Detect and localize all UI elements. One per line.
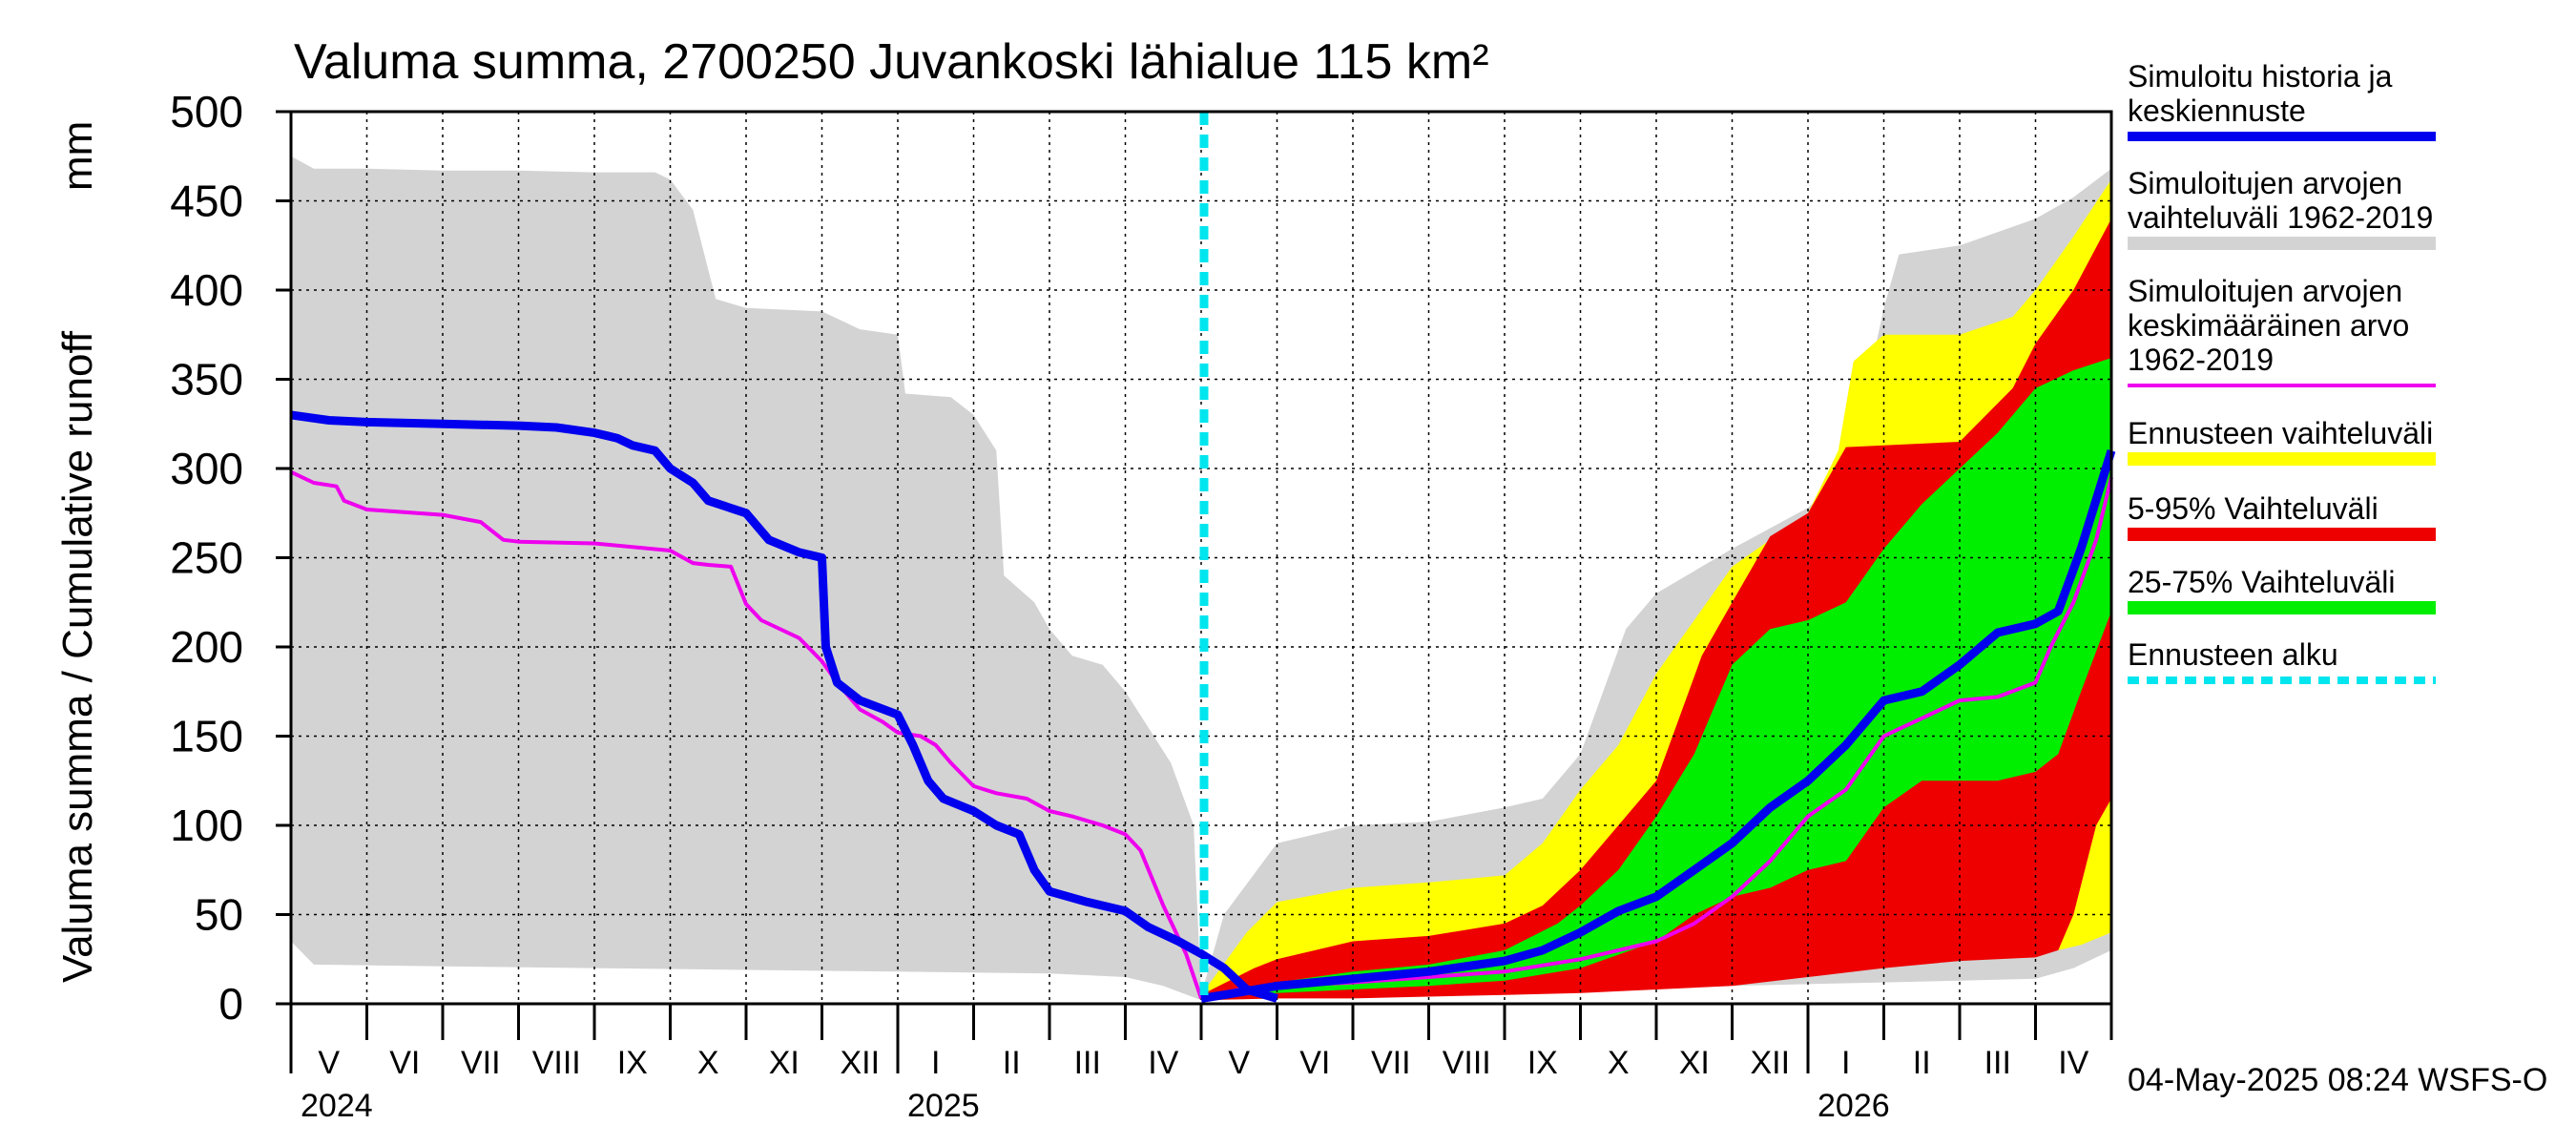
forecast-25-75-band: [1201, 358, 2111, 999]
month-label: IX: [617, 1045, 648, 1081]
year-label: 2026: [1818, 1088, 1890, 1124]
month-label: III: [1074, 1045, 1101, 1081]
month-label: XII: [840, 1045, 880, 1081]
year-label: 2025: [907, 1088, 980, 1124]
y-axis-label: Valuma summa / Cumulative runoff: [54, 330, 101, 983]
y-tick-label: 350: [170, 355, 243, 405]
y-tick-label: 450: [170, 177, 243, 226]
month-label: I: [931, 1045, 940, 1081]
y-tick-label: 400: [170, 265, 243, 315]
y-tick-label: 500: [170, 87, 243, 136]
y-tick-label: 150: [170, 712, 243, 761]
y-tick-label: 250: [170, 533, 243, 583]
chart-title: Valuma summa, 2700250 Juvankoski lähialu…: [294, 34, 1489, 90]
simulated-line-history: [290, 410, 1278, 1003]
month-label: VI: [1299, 1045, 1330, 1081]
month-label: II: [1003, 1045, 1021, 1081]
month-label: VII: [461, 1045, 501, 1081]
legend-label: vaihteluväli 1962-2019: [2128, 200, 2433, 235]
x-axis: V VI VII VIII IX X XI XII I II III IV V VI VII VIII IX X X…: [289, 1004, 2113, 1124]
month-label: VII: [1371, 1045, 1411, 1081]
legend-label: 1962-2019: [2128, 343, 2274, 377]
year-label: 2024: [301, 1088, 373, 1124]
plot-area: [289, 110, 2116, 1006]
mean-line-forecast: [1200, 476, 2113, 1001]
month-label: XI: [769, 1045, 800, 1081]
month-label: VI: [389, 1045, 420, 1081]
legend-label: keskimääräinen arvo: [2128, 308, 2409, 343]
y-tick-label: 300: [170, 444, 243, 493]
legend-label: 25-75% Vaihteluväli: [2128, 565, 2395, 599]
month-label: X: [697, 1045, 719, 1081]
month-label: V: [1228, 1045, 1250, 1081]
legend-label: Simuloitu historia ja: [2128, 59, 2393, 94]
month-label: VIII: [532, 1045, 581, 1081]
month-label: XI: [1679, 1045, 1710, 1081]
y-axis: 0 50 100 150 200 250 300 350 400 450 500: [170, 87, 291, 1029]
legend-label: Simuloitujen arvojen: [2128, 274, 2402, 308]
month-label: V: [318, 1045, 340, 1081]
month-label: X: [1608, 1045, 1630, 1081]
y-tick-label: 100: [170, 801, 243, 850]
legend-label: Ennusteen vaihteluväli: [2128, 416, 2433, 450]
month-label: II: [1913, 1045, 1931, 1081]
month-label: VIII: [1443, 1045, 1491, 1081]
month-label: III: [1984, 1045, 2011, 1081]
y-tick-label: 50: [195, 890, 243, 940]
y-axis-unit: mm: [54, 121, 101, 191]
y-tick-label: 200: [170, 622, 243, 672]
month-label: IV: [2058, 1045, 2088, 1081]
timestamp: 04-May-2025 08:24 WSFS-O: [2128, 1062, 2547, 1098]
legend-label: keskiennuste: [2128, 94, 2306, 128]
y-tick-label: 0: [218, 979, 243, 1029]
month-label: IV: [1148, 1045, 1178, 1081]
month-label: XII: [1750, 1045, 1790, 1081]
month-label: I: [1841, 1045, 1850, 1081]
month-label: IX: [1527, 1045, 1558, 1081]
legend-label: Ennusteen alku: [2128, 637, 2338, 672]
legend-label: 5-95% Vaihteluväli: [2128, 491, 2379, 526]
simulated-line-forecast: [1200, 448, 2116, 1003]
legend-label: Simuloitujen arvojen: [2128, 166, 2402, 200]
